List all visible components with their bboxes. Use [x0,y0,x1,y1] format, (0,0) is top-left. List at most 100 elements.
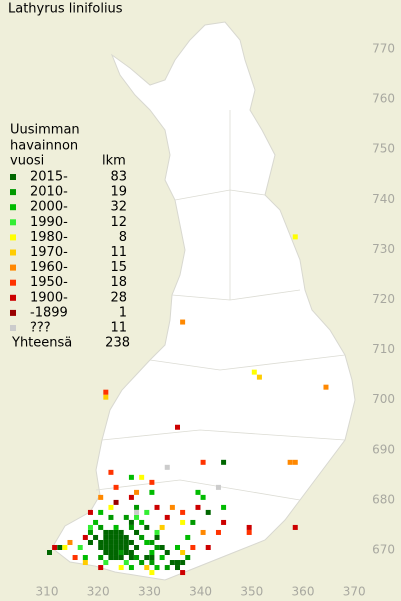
observation-square [123,544,129,550]
legend-total: 238 [105,336,130,351]
observation-square [113,555,119,561]
legend-swatch [10,204,16,211]
observation-square [144,509,150,515]
legend-count: 19 [110,185,127,200]
observation-square [195,504,201,510]
legend-count: 12 [110,215,127,230]
observation-square [103,539,109,545]
observation-square [246,524,252,530]
observation-square [93,519,99,525]
y-tick-label: 690 [372,442,395,456]
observation-square [149,489,155,495]
legend-swatch [10,234,16,241]
observation-square [159,544,165,550]
observation-square [108,534,114,540]
observation-square [139,560,145,566]
y-tick-label: 750 [372,142,395,156]
observation-square [123,534,129,540]
observation-square [98,565,104,571]
map-title: Lathyrus linifolius [8,2,123,17]
legend-label: 2015- [30,170,68,185]
legend-total-label: Yhteensä [11,336,72,351]
observation-square [221,459,227,465]
observation-square [154,529,160,535]
observation-square [87,529,93,535]
observation-square [180,319,186,325]
observation-square [87,509,93,515]
observation-square [98,524,104,530]
legend-label: ??? [30,321,51,336]
legend-count: 15 [110,260,127,275]
observation-square [134,509,140,515]
observation-square [180,550,186,555]
observation-square [292,234,298,240]
observation-square [256,374,262,380]
observation-square [139,474,145,480]
legend-swatch [10,325,16,331]
observation-square [128,539,134,545]
observation-square [128,474,134,480]
legend-label: -1899 [30,305,68,320]
observation-square [164,464,170,470]
region-borders [95,110,346,501]
legend-label: 2000- [30,200,68,215]
country-outline [51,21,356,581]
legend-swatch [10,294,16,301]
observation-square [323,384,329,390]
observation-square [108,514,114,520]
observation-square [180,560,186,566]
y-tick-label: 760 [372,92,395,106]
observation-square [98,539,104,545]
observation-square [185,555,191,561]
observation-square [134,489,140,495]
observation-square [144,565,150,571]
observation-square [52,544,58,550]
x-tick-label: 370 [343,585,366,599]
x-tick-label: 330 [138,585,161,599]
observation-square [175,424,180,430]
legend-swatch [10,189,16,196]
observation-square [108,529,114,535]
observation-square [180,570,186,576]
observation-square [103,560,109,566]
legend-label: 1990- [30,215,68,230]
observation-square [185,534,191,540]
observation-square [139,519,145,525]
observation-square [98,494,104,500]
observation-square [87,524,93,530]
observation-square [128,494,134,500]
legend-count: 28 [110,290,127,305]
observation-square [164,550,170,555]
observation-square [118,565,124,571]
observation-square [103,534,109,540]
observation-square [128,565,134,571]
observation-square [175,565,180,571]
observation-square [123,550,129,555]
observation-square [149,550,155,555]
observation-square [144,555,150,561]
observation-square [113,484,119,490]
observation-square [180,519,186,525]
observation-square [169,504,175,510]
observation-square [205,509,211,515]
observation-square [175,544,180,550]
observation-square [154,504,160,510]
observation-square [149,570,155,576]
observation-square [128,550,134,555]
observation-square [205,544,211,550]
legend-count: 8 [119,230,127,245]
legend-count: 32 [110,200,127,215]
x-tick-label: 340 [189,585,212,599]
observation-square [118,539,124,545]
legend-header: Uusimman [10,123,80,138]
observation-square [287,459,293,465]
observation-square [134,555,140,561]
observation-square [164,514,170,520]
observation-square [113,544,119,550]
y-tick-label: 710 [372,342,395,356]
observation-square [128,524,134,530]
observation-square [113,539,119,545]
legend-label: 2010- [30,185,68,200]
observation-square [144,524,150,530]
